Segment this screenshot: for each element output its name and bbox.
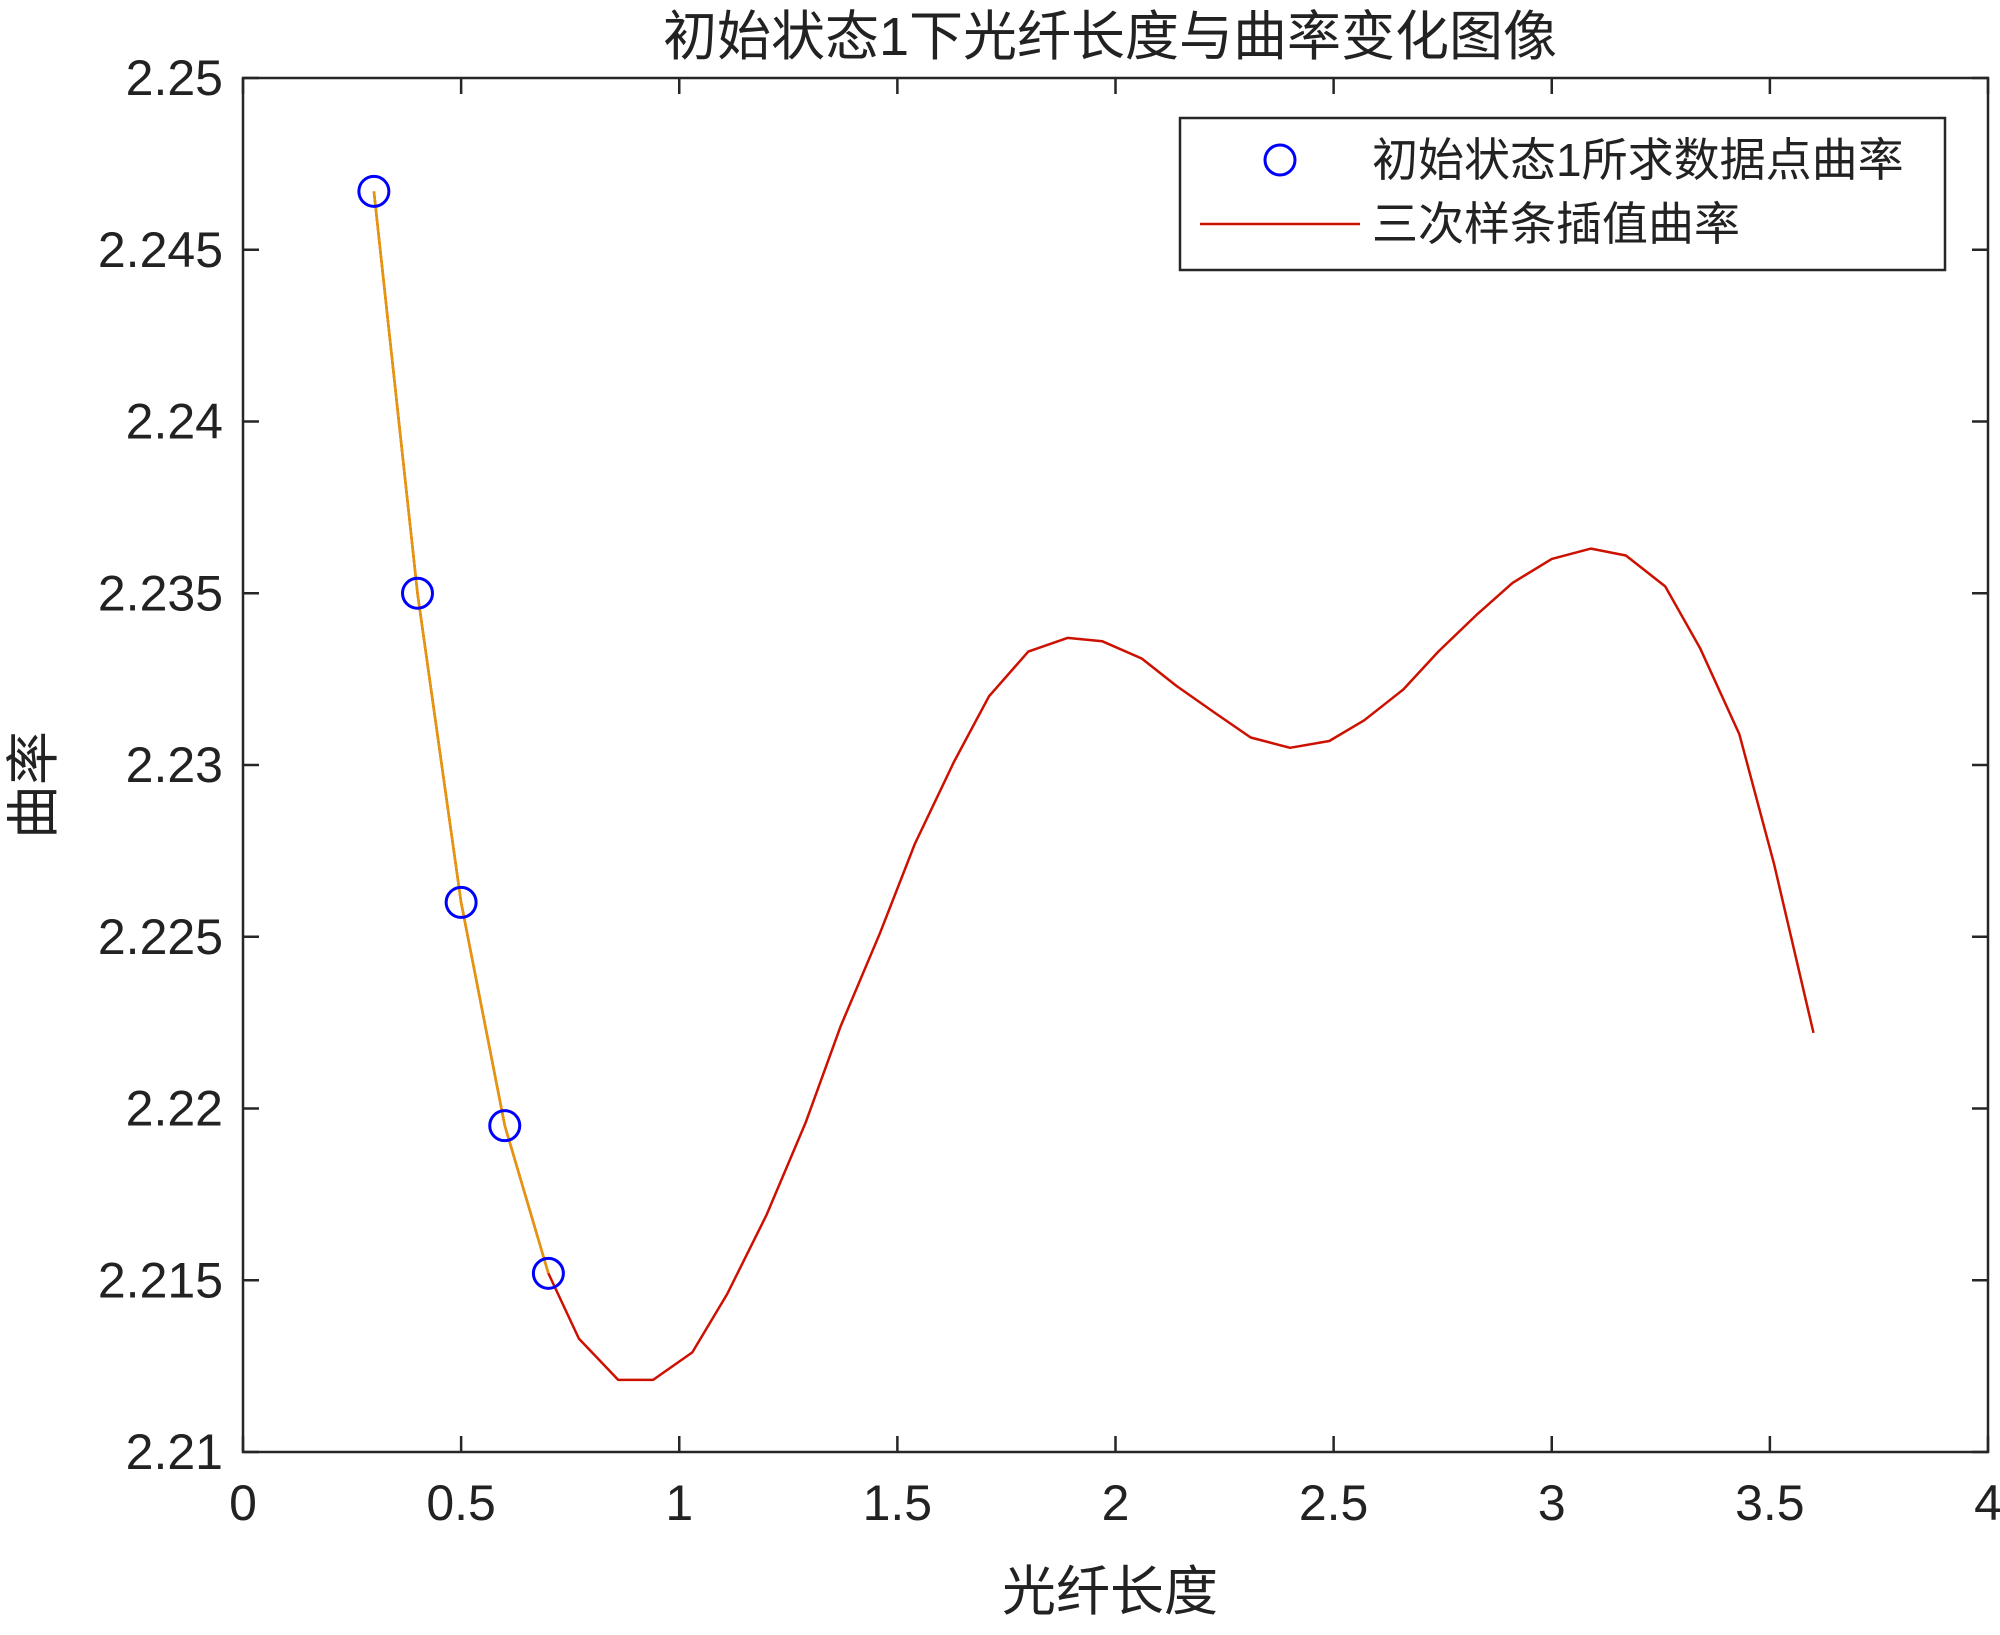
y-tick-label: 2.215 bbox=[98, 1252, 223, 1308]
data-point-marker bbox=[444, 885, 478, 919]
x-tick-label: 0.5 bbox=[426, 1475, 496, 1531]
legend-label: 初始状态1所求数据点曲率 bbox=[1372, 134, 1904, 186]
x-tick-label: 3.5 bbox=[1735, 1475, 1805, 1531]
axes-box bbox=[241, 76, 1990, 1454]
y-tick-label: 2.23 bbox=[126, 737, 223, 793]
y-tick-label: 2.235 bbox=[98, 565, 223, 621]
data-point-marker bbox=[357, 174, 391, 208]
x-tick-label: 1 bbox=[665, 1475, 693, 1531]
data-point-marker bbox=[401, 576, 434, 610]
y-tick-label: 2.25 bbox=[126, 50, 223, 106]
x-tick-label: 2 bbox=[1102, 1475, 1130, 1531]
x-tick-label: 0 bbox=[229, 1475, 257, 1531]
plot-area: 0 0.5 1 1.5 2 2.5 3 3.5 4 2.21 2.215 2.22 2.225 2.23 2… bbox=[98, 50, 2000, 1531]
x-tick-label: 3 bbox=[1538, 1475, 1566, 1531]
y-tick-label: 2.245 bbox=[98, 222, 223, 278]
y-tick-label: 2.22 bbox=[126, 1081, 223, 1137]
chart-title: 初始状态1下光纤长度与曲率变化图像 bbox=[663, 7, 1557, 67]
legend-label: 三次样条插值曲率 bbox=[1372, 198, 1740, 250]
y-tick-label: 2.21 bbox=[126, 1424, 223, 1480]
data-point-marker bbox=[531, 1256, 565, 1290]
data-point-marker bbox=[488, 1109, 522, 1143]
spline-curve-line bbox=[372, 191, 1815, 1382]
x-tick-label: 4 bbox=[1974, 1475, 2000, 1531]
data-fit-line bbox=[372, 191, 550, 1274]
x-tick-label: 1.5 bbox=[863, 1475, 933, 1531]
legend-marker-icon bbox=[1263, 143, 1297, 177]
y-tick-label: 2.24 bbox=[126, 394, 223, 450]
y-tick-label: 2.225 bbox=[98, 909, 223, 965]
legend-box bbox=[1178, 116, 1947, 272]
x-tick-label: 2.5 bbox=[1299, 1475, 1369, 1531]
y-axis-title: 曲率 bbox=[4, 731, 64, 839]
x-axis-title: 光纤长度 bbox=[1002, 1562, 1218, 1622]
